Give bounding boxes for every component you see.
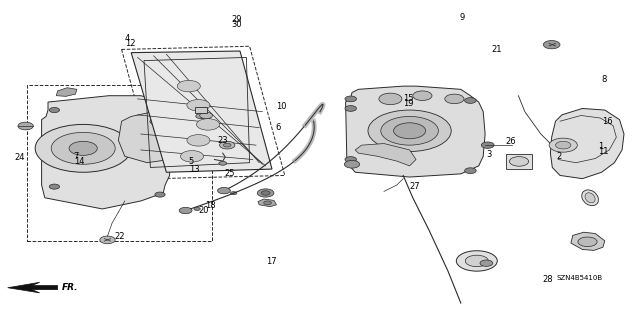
Polygon shape bbox=[150, 116, 172, 126]
Circle shape bbox=[345, 157, 356, 162]
Circle shape bbox=[261, 191, 270, 195]
Text: 10: 10 bbox=[276, 102, 287, 111]
Circle shape bbox=[51, 132, 115, 164]
Text: 9: 9 bbox=[460, 13, 465, 22]
Circle shape bbox=[345, 106, 356, 111]
Circle shape bbox=[549, 138, 577, 152]
Circle shape bbox=[381, 116, 438, 145]
Circle shape bbox=[100, 236, 115, 244]
Circle shape bbox=[49, 184, 60, 189]
Circle shape bbox=[509, 157, 529, 166]
Polygon shape bbox=[258, 199, 276, 207]
Circle shape bbox=[196, 119, 220, 130]
Circle shape bbox=[220, 141, 235, 149]
Text: 19: 19 bbox=[403, 99, 413, 108]
Text: SZN4B5410B: SZN4B5410B bbox=[557, 275, 603, 281]
Circle shape bbox=[264, 201, 271, 205]
Text: 27: 27 bbox=[410, 182, 420, 191]
Text: 17: 17 bbox=[266, 257, 276, 266]
Circle shape bbox=[187, 100, 210, 111]
Text: 3: 3 bbox=[486, 150, 492, 159]
Circle shape bbox=[543, 41, 560, 49]
Circle shape bbox=[196, 114, 206, 119]
Circle shape bbox=[578, 237, 597, 247]
Circle shape bbox=[179, 207, 192, 214]
Circle shape bbox=[379, 93, 402, 105]
Text: 1: 1 bbox=[598, 142, 604, 151]
Text: 26: 26 bbox=[506, 137, 516, 146]
Text: 5: 5 bbox=[189, 157, 194, 166]
Circle shape bbox=[69, 141, 97, 155]
Ellipse shape bbox=[582, 190, 598, 206]
Text: 20: 20 bbox=[198, 206, 209, 215]
Text: 14: 14 bbox=[74, 157, 84, 166]
Text: 22: 22 bbox=[114, 232, 124, 241]
Circle shape bbox=[194, 207, 200, 211]
Circle shape bbox=[223, 143, 231, 147]
Circle shape bbox=[49, 108, 60, 113]
Polygon shape bbox=[355, 144, 416, 166]
Text: 12: 12 bbox=[125, 39, 135, 48]
Circle shape bbox=[456, 251, 497, 271]
Bar bbox=[195, 107, 207, 113]
Circle shape bbox=[257, 189, 274, 197]
Ellipse shape bbox=[585, 193, 595, 203]
Text: 8: 8 bbox=[602, 75, 607, 84]
Polygon shape bbox=[131, 51, 272, 172]
Circle shape bbox=[344, 160, 360, 168]
Circle shape bbox=[18, 122, 33, 130]
Text: 7: 7 bbox=[74, 152, 79, 161]
Text: 2: 2 bbox=[557, 152, 562, 161]
Circle shape bbox=[218, 188, 230, 194]
Polygon shape bbox=[8, 282, 58, 293]
Polygon shape bbox=[550, 108, 624, 179]
Circle shape bbox=[481, 142, 494, 148]
Text: 11: 11 bbox=[598, 147, 609, 156]
Circle shape bbox=[413, 91, 432, 100]
Circle shape bbox=[465, 98, 476, 103]
Polygon shape bbox=[346, 86, 485, 177]
Circle shape bbox=[230, 192, 237, 195]
Polygon shape bbox=[56, 88, 77, 96]
Circle shape bbox=[480, 260, 493, 266]
Text: 24: 24 bbox=[14, 153, 24, 162]
Bar bbox=[506, 154, 532, 169]
Circle shape bbox=[556, 141, 571, 149]
Circle shape bbox=[177, 80, 200, 92]
Circle shape bbox=[368, 110, 451, 152]
Circle shape bbox=[445, 94, 464, 104]
Circle shape bbox=[394, 123, 426, 139]
Text: 28: 28 bbox=[543, 275, 554, 284]
Circle shape bbox=[465, 255, 488, 267]
Text: 13: 13 bbox=[189, 165, 200, 174]
Polygon shape bbox=[152, 106, 173, 116]
Circle shape bbox=[155, 111, 165, 116]
Polygon shape bbox=[42, 96, 170, 209]
Circle shape bbox=[345, 96, 356, 102]
Circle shape bbox=[465, 168, 476, 174]
Circle shape bbox=[187, 135, 210, 146]
Circle shape bbox=[155, 192, 165, 197]
Text: 6: 6 bbox=[275, 123, 280, 132]
Text: 23: 23 bbox=[218, 136, 228, 145]
Polygon shape bbox=[118, 112, 178, 163]
Text: 29: 29 bbox=[232, 15, 242, 24]
Text: FR.: FR. bbox=[61, 283, 78, 292]
Circle shape bbox=[200, 112, 212, 119]
Text: 15: 15 bbox=[403, 94, 413, 103]
Text: 25: 25 bbox=[224, 169, 234, 178]
Circle shape bbox=[35, 124, 131, 172]
Text: 30: 30 bbox=[232, 20, 243, 29]
Text: 4: 4 bbox=[125, 34, 130, 43]
Circle shape bbox=[219, 161, 227, 165]
Polygon shape bbox=[571, 232, 605, 250]
Bar bbox=[27, 85, 212, 241]
Text: 18: 18 bbox=[205, 201, 216, 210]
Text: 16: 16 bbox=[602, 117, 612, 126]
Circle shape bbox=[180, 151, 204, 162]
Text: 21: 21 bbox=[492, 45, 502, 54]
